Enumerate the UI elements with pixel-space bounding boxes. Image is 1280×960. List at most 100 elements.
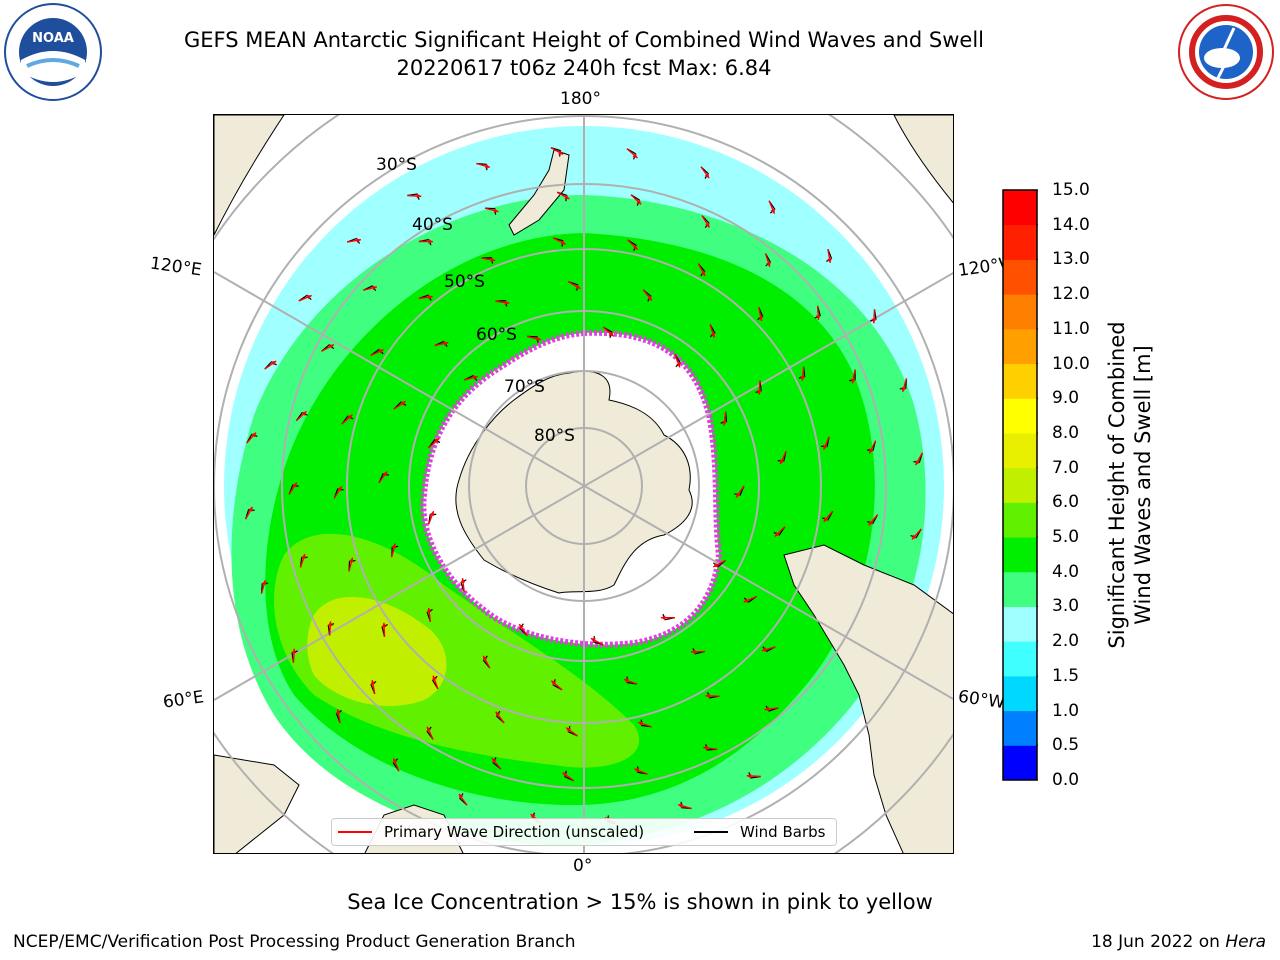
colorbar-segment [1003, 710, 1037, 746]
colorbar-segment [1003, 294, 1037, 330]
colorbar-tick-label: 0.0 [1052, 770, 1080, 790]
wave-arrow-head [378, 349, 384, 354]
colorbar-tick-label: 9.0 [1052, 388, 1080, 409]
legend-swatch-barb [694, 831, 728, 833]
wave-arrow-head [458, 793, 464, 799]
land-south-america [783, 544, 953, 853]
wave-arrow-head [678, 803, 684, 809]
colorbar-segment [1003, 363, 1037, 399]
wave-arrow-head [736, 492, 741, 498]
wave-arrow-head [248, 506, 253, 512]
wave-arrow-head [483, 655, 488, 661]
wave-arrow-head [490, 257, 496, 263]
wave-arrow-head [301, 554, 306, 560]
wave-arrow-head [647, 295, 652, 301]
colorbar-title-line-1: Significant Height of Combined [1105, 321, 1129, 649]
title-line-1: GEFS MEAN Antarctic Significant Height o… [183, 28, 985, 52]
colorbar-segment [1003, 745, 1037, 781]
wave-arrow-head [560, 240, 566, 245]
wave-arrow-head [815, 315, 821, 320]
wave-arrow-head [271, 360, 277, 366]
lat-label-50: 50°S [444, 272, 485, 292]
colorbar-title: Significant Height of Combined Wind Wave… [1104, 321, 1156, 648]
colorbar-tick-label: 11.0 [1052, 318, 1090, 339]
land-antarctica [455, 370, 693, 594]
colorbar-segment [1003, 224, 1037, 260]
wave-arrow-head [443, 341, 449, 346]
colorbar [1002, 189, 1038, 781]
wave-arrow-head [291, 648, 297, 654]
wave-arrow-head [713, 562, 719, 567]
colorbar-tick-label: 1.5 [1052, 665, 1080, 686]
wave-arrow-head [428, 239, 433, 244]
wave-arrow-head [370, 680, 376, 685]
legend-label-wave: Primary Wave Direction (unscaled) [384, 823, 645, 841]
sea-ice-caption: Sea Ice Concentration > 15% is shown in … [347, 890, 933, 914]
wave-arrow-head [484, 163, 490, 169]
footer-credit: NCEP/EMC/Verification Post Processing Pr… [13, 932, 576, 952]
wave-arrow-head [676, 362, 681, 368]
vector-field-layer [245, 147, 923, 825]
wave-arrow-head [328, 344, 334, 349]
colorbar-title-line-2: Wind Waves and Swell [m] [1131, 345, 1155, 625]
graticule [214, 115, 953, 853]
colorbar-segment [1003, 675, 1037, 712]
colorbar-segment [1003, 432, 1037, 469]
legend-item-wave: Primary Wave Direction (unscaled) [338, 823, 644, 841]
wave-arrow-head [632, 244, 638, 250]
wave-arrow-head [850, 378, 856, 384]
wave-arrow-head [426, 726, 432, 732]
wave-arrow-head [691, 649, 696, 655]
wave-arrow-head [764, 706, 770, 712]
wave-arrow-head [536, 336, 541, 341]
colorbar-tick-label: 7.0 [1052, 457, 1080, 478]
colorbar-tick-label: 10.0 [1052, 353, 1090, 374]
colorbar-segment [1003, 398, 1037, 434]
wave-arrow-head [722, 420, 727, 426]
footer-date: 18 Jun 2022 on Hera [1091, 932, 1266, 952]
wave-arrow-head [901, 386, 907, 392]
wave-arrow-head [381, 622, 387, 628]
wave-arrow-head [774, 531, 780, 537]
wave-arrow-head [632, 153, 638, 159]
wave-arrow-head [608, 331, 614, 337]
lat-label-80: 80°S [534, 426, 575, 446]
colorbar-segment [1003, 467, 1037, 503]
wave-arrow-head [504, 300, 510, 305]
wave-arrow-head [493, 208, 499, 213]
wave-arrow-head [705, 693, 710, 699]
wave-arrow-head [869, 448, 874, 454]
colorbar-tick-label: 13.0 [1052, 249, 1090, 270]
wave-arrow-head [823, 516, 829, 522]
wave-arrow-head [746, 773, 752, 779]
wave-arrow-head [432, 675, 437, 681]
lon-label-60w: 60°W [956, 686, 1007, 714]
wave-arrow-head [558, 150, 564, 155]
wave-arrow-head [704, 173, 710, 179]
band-5m [274, 533, 640, 768]
wave-arrow-head [519, 624, 524, 630]
wave-arrow-head [779, 459, 785, 465]
colorbar-segment [1003, 328, 1037, 365]
wave-arrow-head [327, 621, 333, 626]
wave-arrow-head [758, 316, 763, 321]
wave-arrow-head [566, 727, 572, 733]
colorbar-segment [1003, 571, 1037, 607]
wave-arrow-head [416, 193, 422, 199]
wave-arrow-head [911, 534, 917, 540]
wave-arrow-head [575, 284, 581, 289]
wave-arrow-head [710, 332, 716, 338]
wave-arrow-head [400, 401, 406, 406]
noaa-logo: NOAA [4, 3, 102, 101]
page-title: GEFS MEAN Antarctic Significant Height o… [0, 26, 1168, 82]
band-6m [307, 596, 447, 706]
wave-arrow-head [349, 557, 354, 563]
wave-arrow-head [372, 285, 377, 291]
wave-arrow-head [636, 199, 642, 205]
legend-item-barb: Wind Barbs [694, 823, 825, 841]
land-new-zealand [508, 149, 570, 236]
lat-label-60: 60°S [476, 325, 517, 345]
colorbar-segment [1003, 641, 1037, 677]
colorbar-segment [1003, 606, 1037, 642]
map-panel: 30°S 40°S 50°S 60°S 70°S 80°S [213, 114, 954, 854]
